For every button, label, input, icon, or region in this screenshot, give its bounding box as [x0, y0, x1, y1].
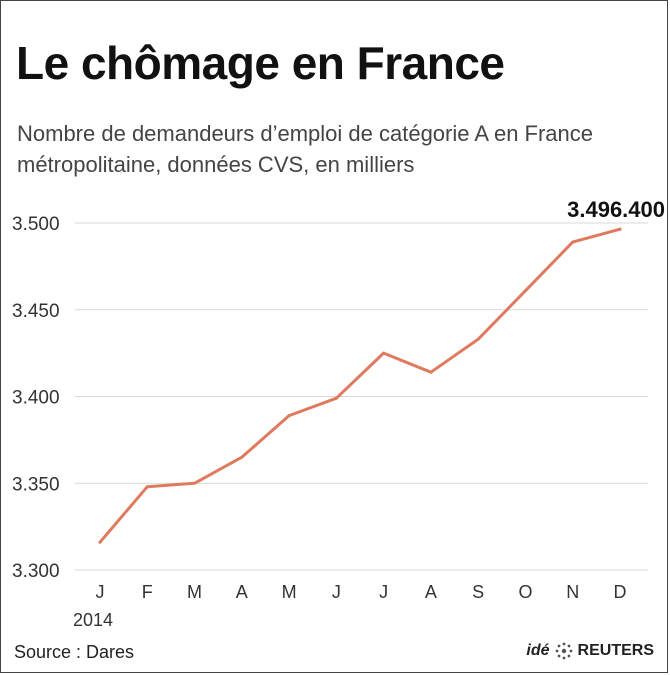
data-point — [287, 414, 291, 418]
y-tick-label: 3.400 — [12, 388, 60, 409]
data-point — [382, 351, 386, 355]
y-tick-label: 3.350 — [12, 474, 60, 495]
x-tick-label: N — [566, 582, 579, 602]
x-tick-label: J — [379, 582, 388, 602]
x-tick-label: J — [96, 582, 105, 602]
data-point — [429, 370, 433, 374]
x-tick-label: J — [332, 582, 341, 602]
y-tick-label: 3.450 — [12, 301, 60, 322]
line-chart: 3.300 3.350 3.400 3.450 3.500 J F M A M J J A S O N D 201… — [12, 197, 665, 630]
data-point — [476, 337, 480, 341]
last-value-label: 3.496.400 — [567, 197, 665, 222]
data-point — [523, 289, 527, 293]
y-tick-label: 3.500 — [12, 214, 60, 235]
x-tick-label: M — [282, 582, 297, 602]
x-tick-label: F — [142, 582, 153, 602]
x-tick-label: A — [236, 582, 248, 602]
data-point — [334, 396, 338, 400]
year-label: 2014 — [73, 610, 113, 630]
data-point — [145, 485, 149, 489]
chart-subtitle: Nombre de demandeurs d’emploi de catégor… — [17, 121, 594, 177]
brand-logo: idé REUTERS — [526, 641, 654, 661]
reuters-logo-icon — [554, 641, 574, 661]
chart-title: Le chômage en France — [16, 37, 505, 89]
source-note: Source : Dares — [14, 642, 135, 662]
y-tick-label: 3.300 — [12, 561, 60, 582]
x-tick-label: O — [518, 582, 532, 602]
x-tick-label: M — [187, 582, 202, 602]
data-point — [193, 481, 197, 485]
ide-label: idé — [526, 642, 550, 659]
data-point — [240, 455, 244, 459]
x-tick-label: A — [425, 582, 437, 602]
data-point — [618, 227, 622, 231]
reuters-label: REUTERS — [577, 642, 654, 659]
data-point — [571, 240, 575, 244]
x-tick-label: S — [472, 582, 484, 602]
x-tick-label: D — [614, 582, 627, 602]
series-line — [98, 227, 622, 544]
data-point — [98, 540, 102, 544]
